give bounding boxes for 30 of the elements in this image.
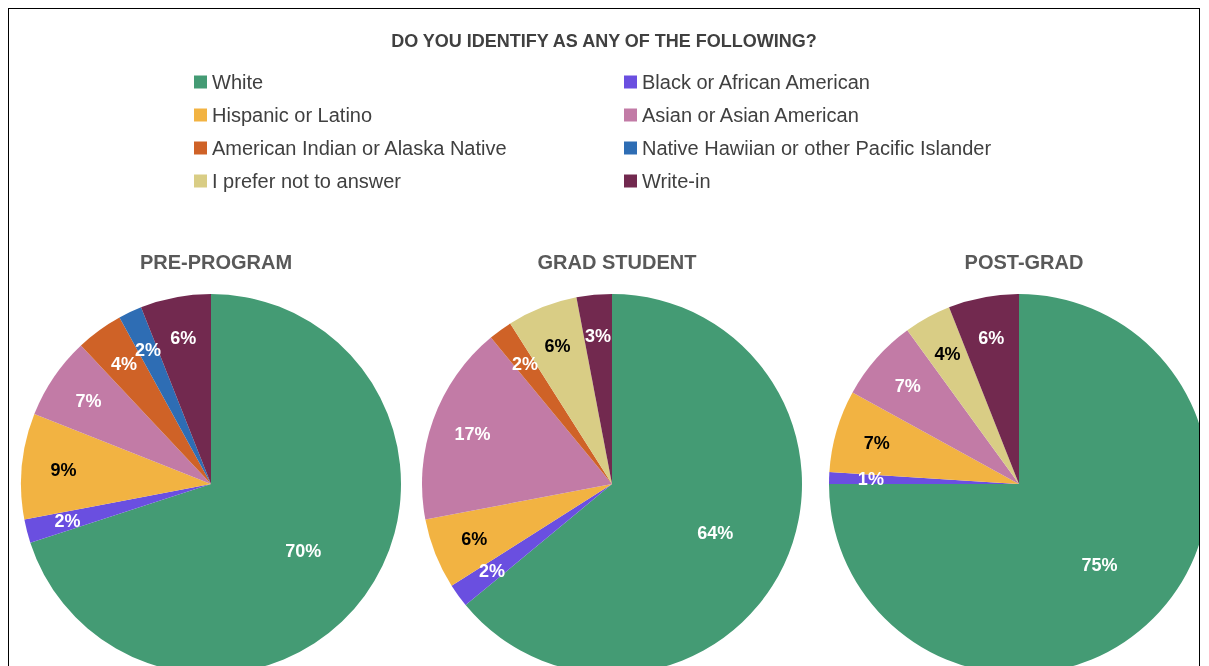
data-label: 9% <box>50 460 77 481</box>
legend-label: Asian or Asian American <box>642 104 859 126</box>
legend-label: Black or African American <box>642 71 870 93</box>
legend-label: Hispanic or Latino <box>212 104 373 126</box>
data-label: 6% <box>170 328 197 349</box>
data-label: 7% <box>894 375 921 396</box>
data-label: 6% <box>544 336 571 357</box>
data-label: 70% <box>285 541 322 562</box>
data-label: 2% <box>479 561 506 582</box>
data-label: 2% <box>54 510 81 531</box>
data-label: 17% <box>454 423 491 444</box>
slice-label: GRAD STUDENT <box>537 251 697 273</box>
slice-label: POST-GRAD <box>964 251 1084 273</box>
legend-label: Native Hawiian or other Pacific Islander <box>642 137 992 159</box>
legend-label: I prefer not to answer <box>212 170 402 192</box>
data-label: 6% <box>978 328 1005 349</box>
data-label: 7% <box>75 390 102 411</box>
data-label: 6% <box>461 528 488 549</box>
data-label: 64% <box>697 522 734 543</box>
legend-label: American Indian or Alaska Native <box>212 137 507 159</box>
data-label: 75% <box>1081 554 1118 575</box>
data-label: 2% <box>134 339 161 360</box>
legend-label: Write-in <box>642 170 711 192</box>
data-label: 4% <box>934 344 961 365</box>
data-label: 2% <box>511 354 538 375</box>
chart-title: DO YOU IDENTIFY AS ANY OF THE FOLLOWING? <box>391 31 817 51</box>
slice-label: PRE-PROGRAM <box>139 251 293 273</box>
data-label: 7% <box>863 432 890 453</box>
legend-label: White <box>212 71 264 93</box>
data-label: 3% <box>585 326 612 347</box>
